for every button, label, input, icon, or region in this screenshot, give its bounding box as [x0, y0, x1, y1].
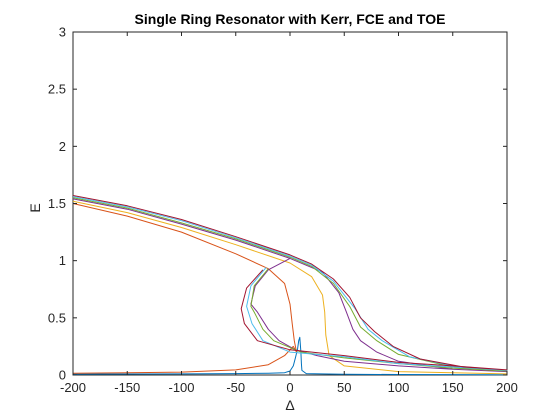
series-line-2	[72, 203, 297, 374]
series-line-3	[72, 200, 508, 375]
series-layer	[72, 195, 508, 376]
x-tick-label: 50	[337, 380, 351, 395]
x-axis-title: Δ	[285, 397, 294, 413]
x-tick-label: -150	[114, 380, 140, 395]
x-tick-label: -200	[60, 380, 86, 395]
x-tick-label: -100	[168, 380, 194, 395]
series-line-1	[72, 336, 508, 376]
x-tick-label: 0	[286, 380, 293, 395]
x-tick-label: -50	[226, 380, 245, 395]
y-tick-label: 2.5	[48, 82, 66, 97]
x-tick-label: 150	[442, 380, 464, 395]
x-tick-label: 100	[388, 380, 410, 395]
y-tick-label: 0.5	[48, 310, 66, 325]
x-tick-label: 200	[496, 380, 518, 395]
y-tick-label: 3	[59, 25, 66, 40]
y-axis-title: E	[27, 203, 43, 212]
y-tick-label: 0	[59, 368, 66, 383]
plot-area	[72, 31, 508, 376]
series-line-7	[72, 195, 508, 371]
y-tick-label: 2	[59, 139, 66, 154]
chart-title: Single Ring Resonator with Kerr, FCE and…	[135, 11, 446, 27]
y-tick-label: 1.5	[48, 196, 66, 211]
series-line-4	[72, 198, 508, 373]
tick-layer: -200 -150 -100 -50 0 50 100 150 200 0 0.5 1 1.5 2 2.5 3	[48, 25, 518, 396]
y-tick-label: 1	[59, 253, 66, 268]
